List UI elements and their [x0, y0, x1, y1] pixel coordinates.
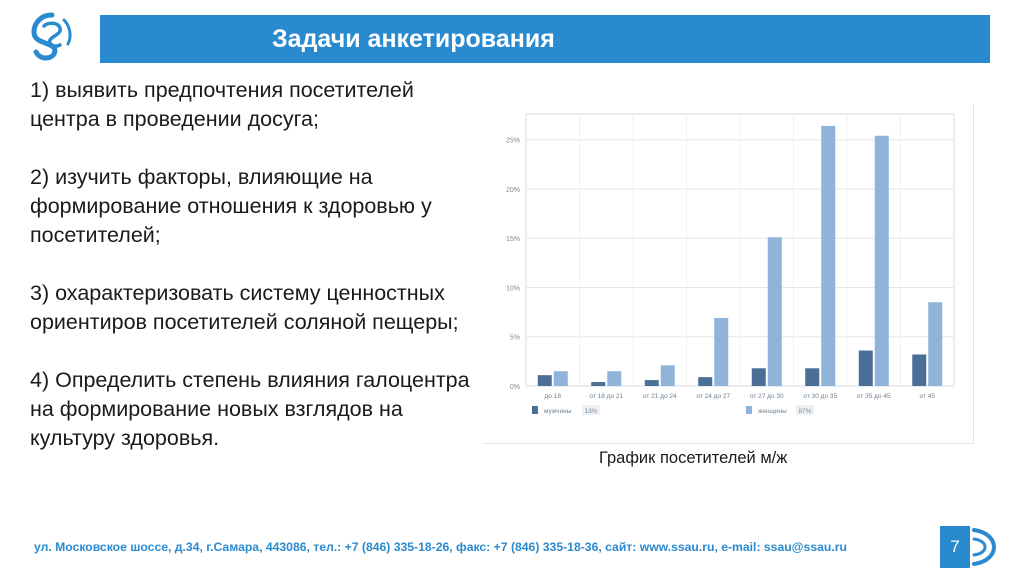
slide-title: Задачи анкетирования [272, 25, 555, 53]
task-item-2: 2) изучить факторы, влияющие на формиров… [30, 165, 432, 247]
legend-share-box [582, 405, 600, 415]
bar-women [874, 135, 889, 386]
x-tick-label: от 27 до 30 [750, 393, 784, 400]
chart-caption: График посетителей м/ж [599, 449, 788, 467]
task-list: 1) выявить предпочтения посетителей цент… [30, 76, 480, 482]
bar-men [858, 350, 873, 386]
legend-label: женщины [758, 408, 787, 415]
legend-share-box [796, 405, 814, 415]
task-item-4: 4) Определить степень влияния галоцентра… [30, 368, 470, 450]
bar-women [767, 237, 782, 386]
legend-share: 87% [798, 408, 811, 415]
x-tick-label: до 18 [545, 393, 562, 400]
legend-share: 13% [584, 408, 597, 415]
y-tick-label: 15% [506, 236, 520, 243]
university-logo-icon [31, 12, 72, 61]
bar-men [805, 368, 820, 386]
bar-women [607, 371, 622, 386]
visitors-bar-chart: 0% 5% 10% 15% 20% 25% до 18 от 18 до 21 от 21 до… [506, 113, 955, 415]
x-tick-label: от 45 [920, 393, 936, 400]
x-tick-label: от 35 до 45 [857, 393, 891, 400]
x-tick-label: от 24 до 27 [696, 393, 730, 400]
y-tick-label: 10% [506, 285, 520, 292]
task-item-3: 3) охарактеризовать систему ценностных о… [30, 281, 459, 334]
bar-men [644, 380, 659, 386]
bar-women [553, 371, 568, 386]
x-tick-label: от 30 до 35 [803, 393, 837, 400]
x-tick-label: от 18 до 21 [589, 393, 623, 400]
y-tick-label: 0% [510, 384, 520, 391]
bar-women [928, 302, 943, 386]
bar-men [751, 368, 766, 386]
legend-swatch [746, 406, 752, 414]
x-tick-label: от 21 до 24 [643, 393, 677, 400]
bar-women [821, 125, 836, 387]
bar-men [591, 382, 606, 386]
page-logo-icon [972, 528, 996, 566]
bar-women [714, 318, 729, 386]
legend-label: мужчины [544, 408, 572, 415]
y-tick-label: 5% [510, 335, 520, 342]
title-bar: Задачи анкетирования [100, 15, 990, 63]
page-number-badge: 7 [940, 526, 970, 568]
page-number: 7 [950, 537, 960, 556]
task-item-1: 1) выявить предпочтения посетителей цент… [30, 78, 414, 131]
y-tick-label: 25% [506, 138, 520, 145]
bar-men [537, 375, 552, 386]
bar-men [698, 377, 713, 386]
legend-swatch [532, 406, 538, 414]
bar-women [660, 365, 675, 386]
footer-contacts: ул. Московское шоссе, д.34, г.Самара, 44… [34, 540, 847, 554]
bar-men [912, 354, 927, 386]
y-tick-label: 20% [506, 187, 520, 194]
chart-frame: 0% 5% 10% 15% 20% 25% до 18 от 18 до 21 от 21 до… [484, 104, 974, 444]
